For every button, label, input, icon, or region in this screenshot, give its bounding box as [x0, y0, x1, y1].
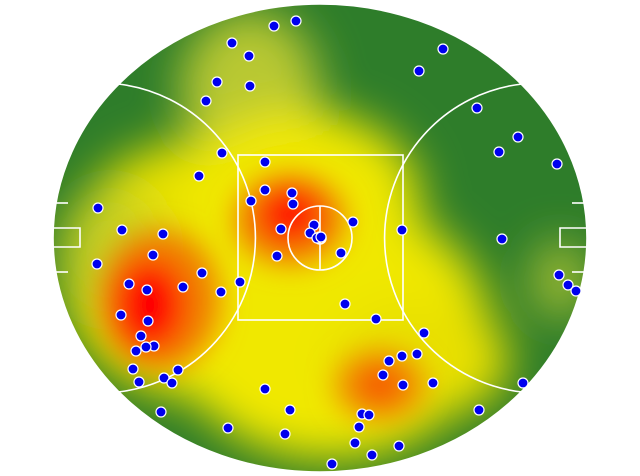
point	[437, 43, 449, 55]
point	[427, 377, 439, 389]
points	[91, 15, 582, 470]
point	[140, 341, 152, 353]
point	[284, 404, 296, 416]
point	[172, 364, 184, 376]
point	[259, 156, 271, 168]
point	[377, 369, 389, 381]
point	[200, 95, 212, 107]
point	[326, 458, 338, 470]
point	[512, 131, 524, 143]
point	[471, 102, 483, 114]
point	[243, 50, 255, 62]
point	[562, 279, 574, 291]
point	[315, 231, 327, 243]
point	[275, 223, 287, 235]
point	[349, 437, 361, 449]
point	[211, 76, 223, 88]
point	[155, 406, 167, 418]
point	[363, 409, 375, 421]
point	[570, 285, 582, 297]
point	[193, 170, 205, 182]
point	[493, 146, 505, 158]
point	[215, 286, 227, 298]
point	[551, 158, 563, 170]
point	[226, 37, 238, 49]
point	[287, 198, 299, 210]
point	[142, 315, 154, 327]
point	[245, 195, 257, 207]
point	[92, 202, 104, 214]
point	[517, 377, 529, 389]
point	[123, 278, 135, 290]
point	[366, 449, 378, 461]
point	[222, 422, 234, 434]
point	[259, 383, 271, 395]
point	[116, 224, 128, 236]
point	[157, 228, 169, 240]
point	[196, 267, 208, 279]
point	[127, 363, 139, 375]
point	[347, 216, 359, 228]
point	[271, 250, 283, 262]
point	[259, 184, 271, 196]
point	[396, 350, 408, 362]
point	[413, 65, 425, 77]
point	[339, 298, 351, 310]
point	[335, 247, 347, 259]
point	[135, 330, 147, 342]
point	[279, 428, 291, 440]
point	[370, 313, 382, 325]
point	[268, 20, 280, 32]
point	[393, 440, 405, 452]
point	[141, 284, 153, 296]
point	[396, 224, 408, 236]
point	[496, 233, 508, 245]
point	[244, 80, 256, 92]
point	[158, 372, 170, 384]
point	[286, 187, 298, 199]
point	[411, 348, 423, 360]
point	[147, 249, 159, 261]
point	[166, 377, 178, 389]
point	[353, 421, 365, 433]
point	[177, 281, 189, 293]
point	[383, 355, 395, 367]
point	[216, 147, 228, 159]
point	[397, 379, 409, 391]
point	[115, 309, 127, 321]
point	[473, 404, 485, 416]
point	[418, 327, 430, 339]
point	[91, 258, 103, 270]
point	[133, 376, 145, 388]
point	[234, 276, 246, 288]
point	[290, 15, 302, 27]
point	[553, 269, 565, 281]
point	[130, 345, 142, 357]
